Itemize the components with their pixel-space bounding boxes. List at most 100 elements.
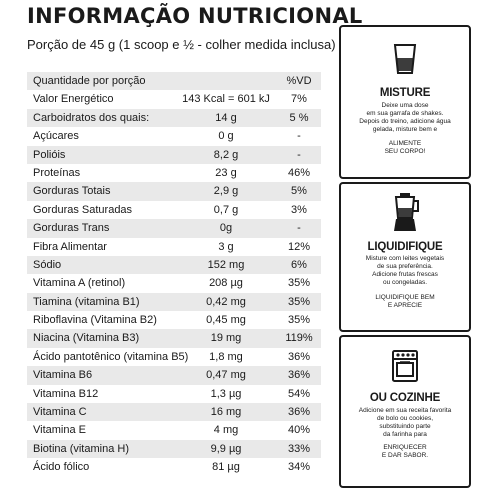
serving-size: Porção de 45 g (1 scoop e ½ - colher med… [27,37,336,52]
nutrient-daily-value: - [297,148,301,161]
nutrient-name: Gorduras Saturadas [33,203,133,216]
nutrient-name: Proteínas [33,166,81,179]
nutrient-name: Riboflavina (Vitamina B2) [33,314,157,327]
nutrient-amount: 14 g [215,111,237,124]
glass-icon [393,44,417,74]
nutrient-daily-value: 5% [291,185,307,198]
panel-cook: OU COZINHE Adicione em sua receita favor… [339,335,471,488]
nutrient-daily-value: 6% [291,258,307,271]
table-row: Valor Energético 143 Kcal = 601 kJ 7% [27,90,321,108]
nutrient-amount: 9,9 µg [210,442,242,455]
nutrient-daily-value: - [297,130,301,143]
nutrient-daily-value: 35% [287,277,311,290]
nutrient-amount: 0,47 mg [206,369,246,382]
nutrient-daily-value: 34% [287,461,311,474]
nutrient-name: Niacina (Vitamina B3) [33,332,140,345]
nutrient-amount: 2,9 g [213,185,239,198]
nutrient-name: Carboidratos dos quais: [33,111,150,124]
nutrient-daily-value: 33% [287,442,311,455]
table-row: Proteínas 23 g 46% [27,164,321,182]
nutrient-amount: 152 mg [207,258,245,271]
nutrient-amount: 1,8 mg [209,350,243,363]
table-row: Vitamina A (retinol) 208 µg 35% [27,274,321,292]
nutrient-daily-value: 46% [287,166,311,179]
table-row: Açúcares 0 g - [27,127,321,145]
nutrient-name: Fibra Alimentar [33,240,107,253]
nutrient-name: Valor Energético [33,93,114,106]
panel-description: Misture com leites vegetais de sua prefe… [365,255,445,286]
nutrient-amount: 19 mg [210,332,242,345]
nutrient-name: Vitamina C [33,406,87,419]
table-row: Vitamina B12 1,3 µg 54% [27,385,321,403]
nutrient-daily-value: 40% [287,424,311,437]
nutrient-name: Gorduras Totais [33,185,111,198]
nutrient-amount: 0,7 g [213,203,239,216]
nutrient-daily-value: 36% [287,369,311,382]
panel-tagline: LIQUIDIFIQUE BEM E APRECIE [375,294,435,309]
table-row: Sódio 152 mg 6% [27,255,321,275]
panel-title: MISTURE [379,87,431,99]
nutrient-amount: 208 µg [209,277,243,290]
table-header: Quantidade por porção %VD [27,72,321,91]
table-row: Ácido fólico 81 µg 34% [27,458,321,476]
nutrient-name: Ácido pantotênico (vitamina B5) [33,350,189,363]
nutrient-name: Sódio [33,258,62,271]
table-row: Ácido pantotênico (vitamina B5) 1,8 mg 36% [27,348,321,366]
table-row: Gorduras Totais 2,9 g 5% [27,182,321,201]
panel-tagline: ENRIQUECER E DAR SABOR. [381,444,429,459]
nutrient-amount: 16 mg [210,406,242,419]
page-title: INFORMAÇÃO NUTRICIONAL [27,4,363,28]
table-row: Vitamina B6 0,47 mg 36% [27,366,321,385]
nutrient-daily-value: 7% [291,93,307,106]
blender-icon [394,193,419,231]
table-row: Gorduras Saturadas 0,7 g 3% [27,201,321,219]
nutrient-daily-value: 35% [287,295,311,308]
nutrient-name: Vitamina A (retinol) [33,277,126,290]
panel-title: OU COZINHE [369,392,441,404]
header-vd: %VD [286,75,312,87]
nutrient-name: Vitamina B6 [33,369,93,382]
panel-title: LIQUIDIFIQUE [367,241,443,253]
panel-description: Adicione em sua receita favorita de bolo… [358,407,452,438]
table-row: Carboidratos dos quais: 14 g 5 % [27,108,321,128]
panel-description: Deixe uma dose em sua garrafa de shakes.… [359,102,451,133]
panel-blend: LIQUIDIFIQUE Misture com leites vegetais… [339,182,471,332]
nutrient-amount: 23 g [215,166,237,179]
nutrient-daily-value: 3% [291,203,307,216]
header-quantity: Quantidade por porção [33,75,146,87]
nutrient-amount: 0 g [218,130,234,143]
table-row: Vitamina C 16 mg 36% [27,403,321,422]
table-row: Polióis 8,2 g - [27,145,321,164]
nutrient-daily-value: 5 % [289,111,309,124]
nutrient-amount: 4 mg [213,424,239,437]
nutrient-amount: 1,3 µg [210,387,242,400]
nutrient-amount: 81 µg [212,461,240,474]
nutrient-name: Biotina (vitamina H) [33,442,129,455]
panel-mix: MISTURE Deixe uma dose em sua garrafa de… [339,25,471,179]
nutrient-name: Tiamina (vitamina B1) [33,295,140,308]
nutrient-amount: 8,2 g [213,148,239,161]
table-row: Tiamina (vitamina B1) 0,42 mg 35% [27,292,321,312]
table-row: Biotina (vitamina H) 9,9 µg 33% [27,439,321,459]
nutrient-amount: 143 Kcal = 601 kJ [182,93,270,106]
nutrient-daily-value: 36% [287,406,311,419]
nutrient-daily-value: 12% [287,240,311,253]
nutrient-amount: 0g [219,222,233,235]
nutrient-daily-value: - [297,222,301,235]
nutrient-amount: 0,42 mg [206,295,246,308]
nutrient-name: Gorduras Trans [33,222,110,235]
table-row: Niacina (Vitamina B3) 19 mg 119% [27,329,321,348]
nutrition-table: Quantidade por porção %VD Valor Energéti… [27,72,321,477]
nutrient-name: Vitamina B12 [33,387,99,400]
nutrient-daily-value: 54% [287,387,311,400]
table-row: Vitamina E 4 mg 40% [27,421,321,439]
nutrient-daily-value: 36% [287,350,311,363]
nutrient-daily-value: 35% [287,314,311,327]
nutrient-name: Ácido fólico [33,461,90,474]
table-row: Gorduras Trans 0g - [27,219,321,238]
panel-tagline: ALIMENTE SEU CORPO! [384,140,426,155]
nutrient-name: Vitamina E [33,424,86,437]
nutrient-amount: 0,45 mg [206,314,246,327]
nutrient-name: Polióis [33,148,66,161]
nutrient-daily-value: 119% [285,332,313,345]
